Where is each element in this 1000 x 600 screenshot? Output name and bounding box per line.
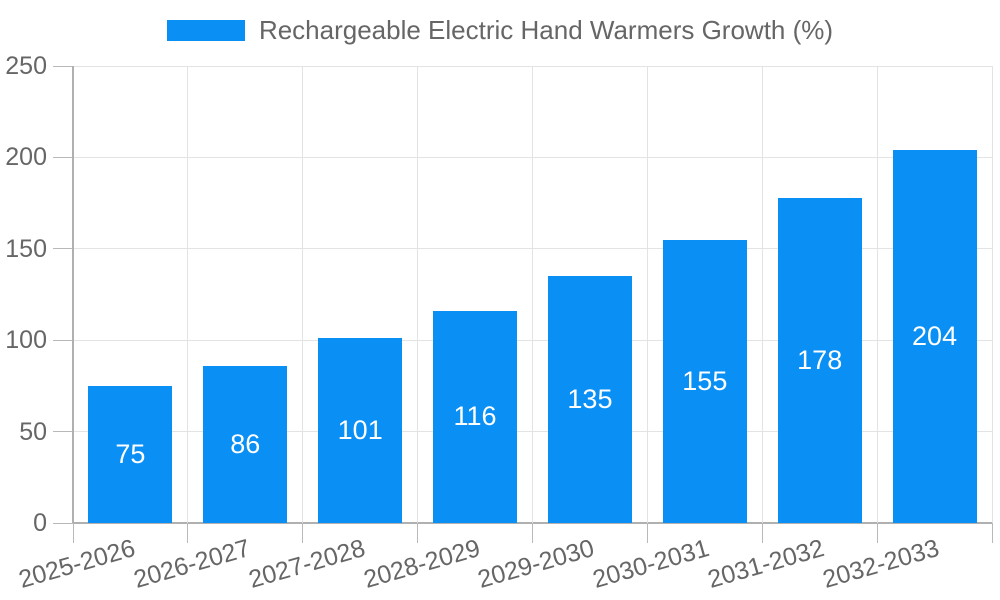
x-tick-label: 2030-2031 (589, 534, 713, 594)
x-tick-mark (532, 523, 533, 543)
y-tick-label: 100 (5, 326, 47, 355)
x-tick-mark (646, 523, 648, 543)
bar: 178 (777, 197, 862, 523)
x-tick-mark (761, 523, 763, 543)
x-tick-mark (72, 523, 74, 543)
x-gridline (646, 66, 648, 523)
y-tick-label: 150 (5, 234, 47, 263)
x-tick-label: 2032-2033 (819, 534, 943, 594)
x-gridline (302, 66, 304, 523)
x-tick-label: 2029-2030 (475, 534, 598, 594)
x-tick-mark (417, 523, 419, 543)
bar-value-label: 101 (337, 415, 383, 446)
x-tick-label: 2031-2032 (704, 534, 828, 594)
x-tick-mark (991, 523, 993, 543)
legend-item[interactable]: Rechargeable Electric Hand Warmers Growt… (0, 15, 1000, 46)
bar-value-label: 204 (912, 321, 958, 352)
bar: 101 (318, 338, 403, 523)
y-tick-mark (53, 522, 73, 524)
y-tick-label: 0 (33, 509, 47, 537)
x-tick-mark (876, 523, 878, 543)
x-gridline (417, 66, 419, 523)
y-tick-mark (53, 339, 73, 341)
x-tick-label: 2027-2028 (245, 534, 368, 594)
bar-value-label: 178 (797, 344, 843, 375)
x-gridline (761, 66, 763, 523)
y-axis-line (72, 66, 74, 523)
x-tick-label: 2028-2029 (360, 534, 483, 594)
bar: 86 (203, 365, 288, 523)
legend-swatch (166, 20, 245, 41)
bar-value-label: 75 (115, 438, 146, 469)
bar: 75 (88, 385, 173, 523)
x-tick-mark (187, 523, 189, 543)
bar: 135 (547, 276, 632, 523)
x-tick-label: 2026-2027 (130, 534, 254, 594)
bar-value-label: 155 (682, 365, 728, 396)
y-tick-mark (53, 65, 73, 67)
x-tick-mark (302, 523, 304, 543)
y-tick-mark (53, 431, 73, 433)
bar-value-label: 86 (230, 428, 261, 459)
y-tick-label: 200 (5, 143, 47, 172)
y-tick-mark (53, 156, 73, 158)
x-gridline (532, 66, 533, 523)
x-gridline (876, 66, 878, 523)
legend-label: Rechargeable Electric Hand Warmers Growt… (258, 15, 834, 45)
bar: 204 (892, 150, 977, 523)
y-tick-label: 250 (5, 52, 47, 80)
x-gridline (991, 66, 993, 523)
bar: 116 (433, 310, 518, 523)
y-tick-label: 50 (19, 417, 47, 446)
x-gridline (187, 66, 189, 523)
bar-value-label: 135 (567, 384, 613, 415)
bar-value-label: 116 (453, 401, 497, 432)
bar: 155 (662, 239, 747, 523)
y-tick-mark (53, 248, 73, 250)
x-tick-label: 2025-2026 (15, 534, 139, 594)
